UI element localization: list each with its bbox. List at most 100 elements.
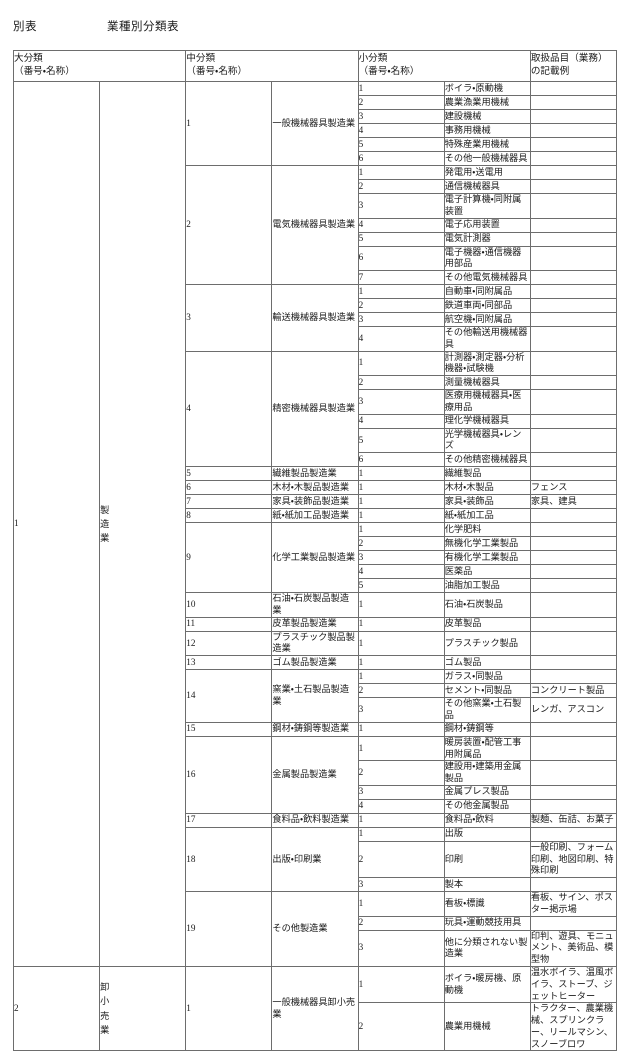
middle-category-number: 19 bbox=[185, 891, 273, 967]
minor-category-number: 5 bbox=[357, 137, 445, 152]
document-caption: 別表 業種別分類表 bbox=[13, 18, 179, 34]
minor-category-number: 3 bbox=[357, 109, 445, 124]
examples-cell bbox=[529, 81, 618, 96]
minor-category-number: 4 bbox=[357, 326, 445, 352]
table-row: 3 医療用機械器具・医療用品 bbox=[14, 389, 618, 415]
examples-cell: トラクター、農業機械、スプリンクラー、リールマシン、スノーブロワ bbox=[529, 1002, 618, 1051]
minor-category-name: 光学機械器具・レンズ bbox=[443, 427, 531, 454]
minor-category-number: 1 bbox=[357, 965, 445, 1004]
minor-category-number: 6 bbox=[357, 151, 445, 166]
minor-category-number: 2 bbox=[357, 760, 445, 786]
examples-cell bbox=[529, 616, 618, 632]
table-row: 4 精密機械器具製造業 1 計測器・測定器・分析機器・試験機 bbox=[14, 350, 618, 468]
major-category-number: 1 bbox=[12, 81, 101, 967]
examples-cell bbox=[529, 270, 618, 286]
middle-category-name: 一般機械器具卸小売業 bbox=[271, 965, 359, 1051]
minor-category-name: 無機化学工業製品 bbox=[443, 536, 531, 552]
minor-category-number: 1 bbox=[357, 480, 445, 496]
middle-category-name: 食料品・飲料製造業 bbox=[271, 812, 359, 828]
examples-cell bbox=[529, 550, 618, 566]
examples-cell bbox=[529, 655, 618, 671]
examples-cell bbox=[529, 245, 618, 272]
middle-category-number: 8 bbox=[185, 508, 273, 524]
minor-category-name: ボイラ・暖房機、原動機 bbox=[443, 965, 531, 1004]
minor-category-name: その他一般機械器具 bbox=[443, 151, 531, 166]
minor-category-number: 2 bbox=[357, 536, 445, 552]
middle-category-number: 9 bbox=[185, 522, 273, 594]
minor-category-name: その他電気機械器具 bbox=[443, 270, 531, 286]
minor-category-name: 通信機械器具 bbox=[443, 179, 531, 194]
examples-cell bbox=[529, 109, 618, 124]
examples-cell: レンガ、アスコン bbox=[529, 697, 618, 723]
minor-category-name: 木材・木製品 bbox=[443, 480, 531, 496]
major-category-number: 2 bbox=[12, 965, 101, 1051]
examples-cell bbox=[529, 350, 618, 377]
minor-category-number: 6 bbox=[357, 452, 445, 468]
minor-category-name: 家具・装飾品 bbox=[443, 494, 531, 510]
middle-category-name: 紙・紙加工品製造業 bbox=[271, 508, 359, 524]
examples-cell: 温水ボイラ、温風ボイラ、ストーブ、ジェットヒーター bbox=[529, 965, 618, 1004]
classification-table: 大分類 （番号・名称） 中分類 （番号・名称） 小分類 （番号・名称） 取扱品目… bbox=[12, 50, 618, 1051]
middle-category-number: 10 bbox=[185, 592, 273, 618]
minor-category-name: 事務用機械 bbox=[443, 123, 531, 138]
column-header-major: 大分類 （番号・名称） bbox=[12, 50, 187, 82]
column-header-examples: 取扱品目（業務）の記載例 bbox=[529, 50, 618, 82]
table-row: 2 通信機械器具 bbox=[14, 179, 618, 194]
examples-cell bbox=[529, 312, 618, 328]
examples-cell bbox=[529, 578, 618, 594]
minor-category-name: 繊維製品 bbox=[443, 466, 531, 482]
minor-category-number: 4 bbox=[357, 798, 445, 814]
minor-category-number: 2 bbox=[357, 179, 445, 194]
major-category-name-char: 卸 bbox=[100, 982, 110, 993]
minor-category-name: 製本 bbox=[443, 877, 531, 893]
minor-category-name: 電子計算機・同附属装置 bbox=[443, 193, 531, 219]
minor-category-number: 1 bbox=[357, 735, 445, 762]
table-row: 4 その他金属製品 bbox=[14, 798, 618, 814]
caption-title: 業種別分類表 bbox=[107, 21, 179, 33]
table-row: 5 油脂加工製品 bbox=[14, 578, 618, 594]
table-row: 2 電気機械器具製造業 1 発電用・送電用 bbox=[14, 164, 618, 286]
minor-category-name: 建設用・建築用金属製品 bbox=[443, 760, 531, 786]
minor-category-number: 1 bbox=[357, 165, 445, 180]
table-row: 7 その他電気機械器具 bbox=[14, 270, 618, 286]
major-category-name: 卸小売業 bbox=[99, 965, 187, 1051]
examples-cell bbox=[529, 536, 618, 552]
minor-category-name: 石油・石炭製品 bbox=[443, 592, 531, 618]
minor-category-number: 4 bbox=[357, 413, 445, 429]
major-category-name-char: 製 bbox=[100, 504, 110, 515]
minor-category-name: 他に分類されない製造業 bbox=[443, 929, 531, 967]
minor-category-number: 3 bbox=[357, 389, 445, 415]
minor-category-number: 2 bbox=[357, 683, 445, 699]
middle-category-name: 金属製品製造業 bbox=[271, 735, 359, 814]
table-row: 17 食料品・飲料製造業 1 食料品・飲料 製麺、缶詰、お菓子 bbox=[14, 812, 618, 828]
middle-category-name: 皮革製品製造業 bbox=[271, 616, 359, 632]
minor-category-number: 3 bbox=[357, 784, 445, 800]
minor-category-name: 化学肥料 bbox=[443, 522, 531, 538]
middle-category-number: 5 bbox=[185, 466, 273, 482]
table-row: 3 製本 bbox=[14, 877, 618, 893]
table-row: 6 木材・木製品製造業 1 木材・木製品 フェンス bbox=[14, 480, 618, 496]
middle-category-name: 化学工業製品製造業 bbox=[271, 522, 359, 594]
examples-cell: 看板、サイン、ポスター掲示場 bbox=[529, 891, 618, 917]
minor-category-number: 1 bbox=[357, 891, 445, 917]
table-row: 16 金属製品製造業 1 暖房装置・配管工事用附属品 bbox=[14, 735, 618, 814]
examples-cell bbox=[529, 630, 618, 657]
minor-category-number: 3 bbox=[357, 877, 445, 893]
minor-category-name: 電子機器・通信機器用部品 bbox=[443, 245, 531, 272]
minor-category-number: 5 bbox=[357, 427, 445, 454]
middle-category-name: 木材・木製品製造業 bbox=[271, 480, 359, 496]
minor-category-name: 電気計測器 bbox=[443, 231, 531, 247]
examples-cell bbox=[529, 798, 618, 814]
middle-category-number: 4 bbox=[185, 350, 273, 468]
examples-cell bbox=[529, 413, 618, 429]
table-row: 18 出版・印刷業 1 出版 bbox=[14, 826, 618, 893]
minor-category-number: 4 bbox=[357, 217, 445, 233]
minor-category-name: 金属プレス製品 bbox=[443, 784, 531, 800]
examples-cell bbox=[529, 284, 618, 300]
minor-category-number: 3 bbox=[357, 312, 445, 328]
minor-category-number: 4 bbox=[357, 564, 445, 580]
minor-category-number: 5 bbox=[357, 231, 445, 247]
examples-cell bbox=[529, 326, 618, 352]
major-category-name-char: 売 bbox=[100, 1010, 110, 1021]
minor-category-number: 2 bbox=[357, 375, 445, 391]
